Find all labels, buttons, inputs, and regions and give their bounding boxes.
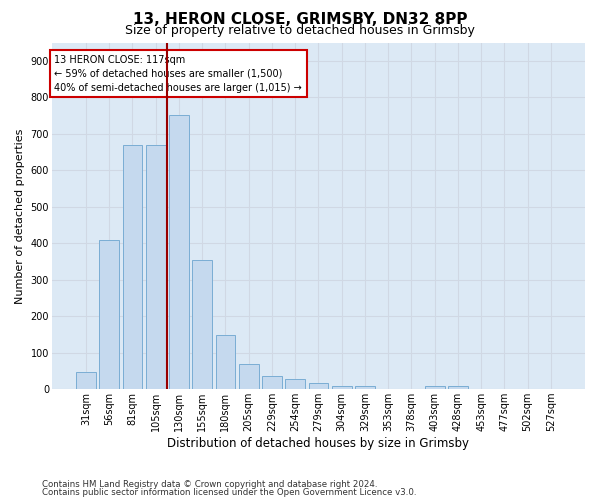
Text: 13, HERON CLOSE, GRIMSBY, DN32 8PP: 13, HERON CLOSE, GRIMSBY, DN32 8PP bbox=[133, 12, 467, 26]
X-axis label: Distribution of detached houses by size in Grimsby: Distribution of detached houses by size … bbox=[167, 437, 469, 450]
Text: Contains public sector information licensed under the Open Government Licence v3: Contains public sector information licen… bbox=[42, 488, 416, 497]
Text: Contains HM Land Registry data © Crown copyright and database right 2024.: Contains HM Land Registry data © Crown c… bbox=[42, 480, 377, 489]
Bar bbox=[448, 386, 468, 389]
Bar bbox=[332, 386, 352, 389]
Bar bbox=[76, 372, 96, 389]
Text: 13 HERON CLOSE: 117sqm
← 59% of detached houses are smaller (1,500)
40% of semi-: 13 HERON CLOSE: 117sqm ← 59% of detached… bbox=[55, 54, 302, 92]
Y-axis label: Number of detached properties: Number of detached properties bbox=[15, 128, 25, 304]
Bar bbox=[425, 386, 445, 389]
Bar bbox=[285, 379, 305, 389]
Bar bbox=[239, 364, 259, 389]
Bar bbox=[262, 376, 282, 389]
Bar bbox=[215, 335, 235, 389]
Bar bbox=[146, 144, 166, 389]
Bar bbox=[122, 144, 142, 389]
Bar bbox=[169, 116, 189, 389]
Bar bbox=[193, 260, 212, 389]
Bar bbox=[100, 240, 119, 389]
Text: Size of property relative to detached houses in Grimsby: Size of property relative to detached ho… bbox=[125, 24, 475, 37]
Bar bbox=[308, 382, 328, 389]
Bar bbox=[355, 386, 375, 389]
